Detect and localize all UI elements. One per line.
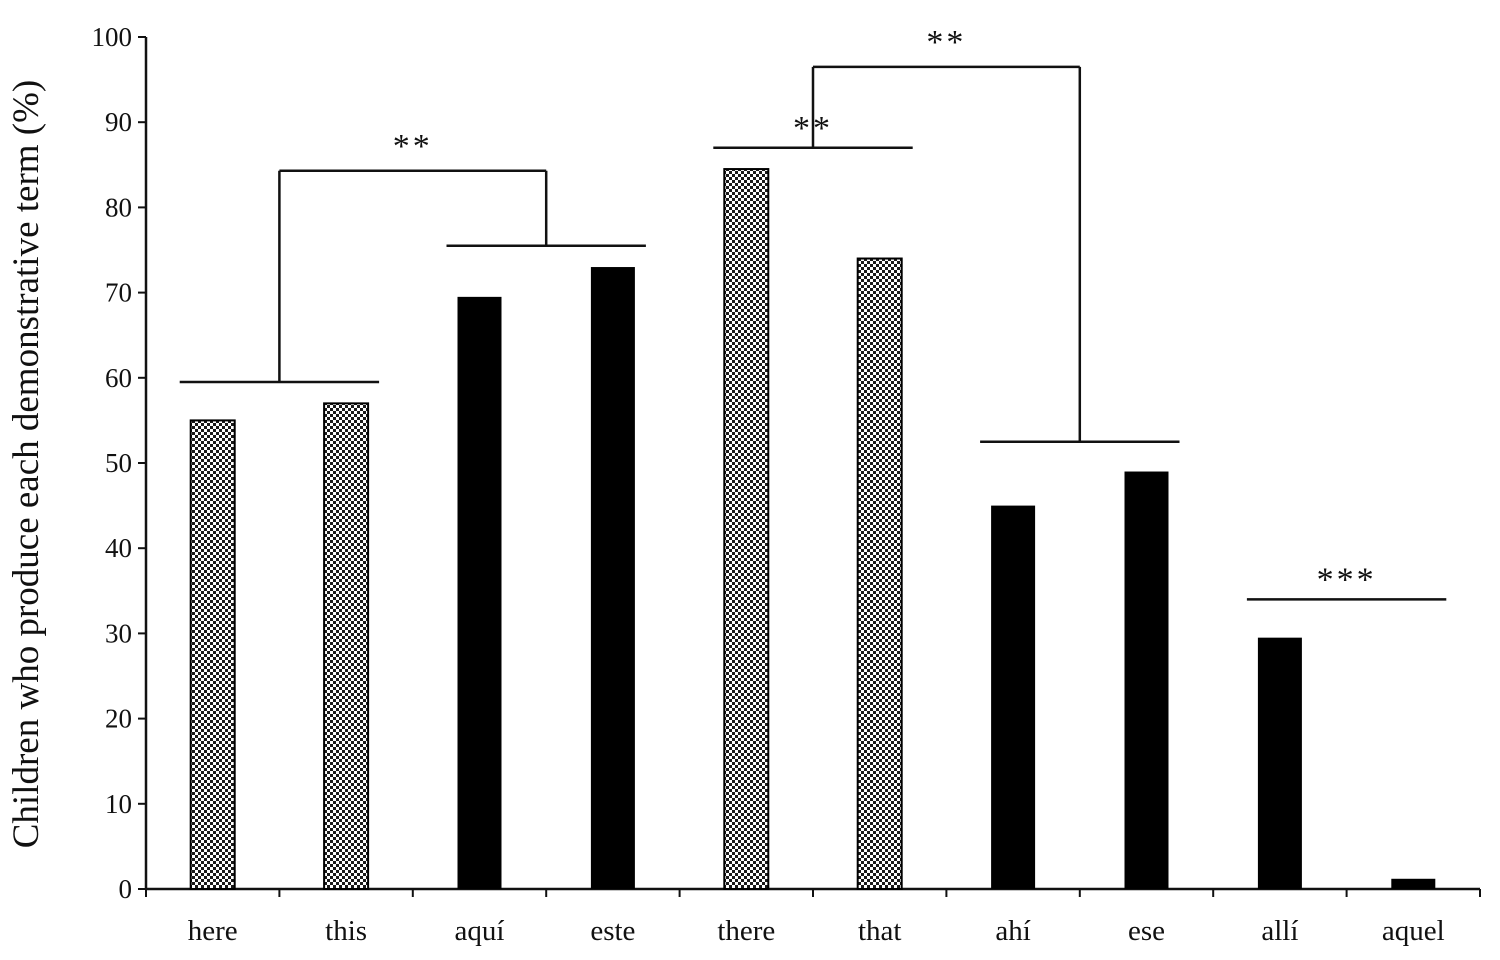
y-tick-label: 100 [92,22,133,52]
y-tick-label: 40 [105,533,132,563]
bar-ahí [991,505,1036,889]
category-label: ese [1128,915,1165,947]
significance-label: ** [926,24,966,61]
bar-ese [1124,471,1169,889]
category-label: that [858,915,902,947]
significance-markers: ********* [179,24,1447,601]
y-tick-label: 90 [105,107,132,137]
bar-there [723,168,770,890]
y-tick-label: 80 [105,192,132,222]
y-axis-title: Children who produce each demonstrative … [6,80,47,849]
bar-this [323,402,370,890]
y-tick-label: 20 [105,704,132,734]
y-tick-label: 70 [105,278,132,308]
y-tick-label: 30 [105,618,132,648]
category-label: aquí [455,915,505,947]
category-label: ahí [995,915,1030,947]
category-label: this [325,915,367,947]
bar-that [856,257,903,890]
category-label: here [188,915,238,947]
bar-aquel [1391,878,1436,889]
y-tick-label: 50 [105,448,132,478]
bar-aquí [457,296,502,889]
significance-label: ** [393,128,433,165]
significance-label: ** [793,110,833,147]
bar-este [590,267,635,889]
y-tick-label: 10 [105,789,132,819]
category-label: allí [1261,915,1298,947]
category-label: there [717,915,775,947]
category-label: aquel [1382,915,1445,947]
significance-label: *** [1317,561,1377,598]
bar-allí [1257,637,1302,889]
category-label: este [590,915,635,947]
y-tick-label: 60 [105,363,132,393]
y-tick-label: 0 [119,874,133,904]
bar-here [189,419,236,890]
bars: here this aquí este there that ahí ese allí aquel [188,168,1445,947]
